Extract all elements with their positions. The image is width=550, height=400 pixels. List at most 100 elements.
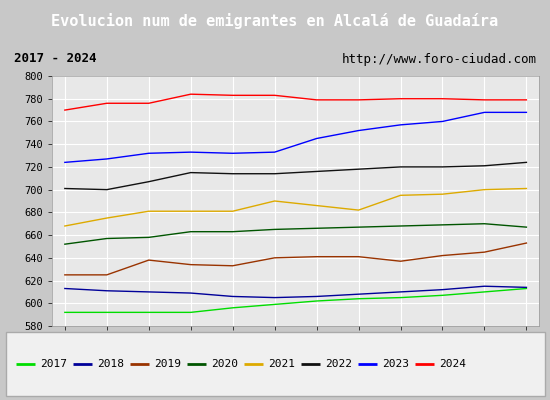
2019 <box>481 250 488 254</box>
2021 <box>229 209 236 214</box>
2022 <box>62 186 68 191</box>
Text: 2023: 2023 <box>382 359 409 369</box>
2017 <box>229 306 236 310</box>
2018 <box>523 285 530 290</box>
2021 <box>481 187 488 192</box>
2021 <box>145 209 152 214</box>
2024 <box>229 93 236 98</box>
2023 <box>397 122 404 127</box>
2017 <box>103 310 110 315</box>
2023 <box>314 136 320 141</box>
2020 <box>523 225 530 230</box>
2019 <box>523 241 530 246</box>
2017 <box>188 310 194 315</box>
2018 <box>62 286 68 291</box>
2022 <box>397 164 404 169</box>
Line: 2024: 2024 <box>65 94 526 110</box>
2021 <box>271 199 278 203</box>
Line: 2018: 2018 <box>65 286 526 298</box>
2020 <box>62 242 68 246</box>
2023 <box>103 156 110 161</box>
2019 <box>145 258 152 262</box>
2023 <box>145 151 152 156</box>
Line: 2021: 2021 <box>65 188 526 226</box>
2018 <box>103 288 110 293</box>
2017 <box>481 290 488 294</box>
2021 <box>439 192 446 196</box>
Text: 2019: 2019 <box>155 359 182 369</box>
2018 <box>397 290 404 294</box>
2024 <box>188 92 194 96</box>
2022 <box>145 179 152 184</box>
2022 <box>103 187 110 192</box>
2024 <box>62 108 68 112</box>
2022 <box>523 160 530 165</box>
Text: 2017 - 2024: 2017 - 2024 <box>14 52 96 66</box>
2018 <box>271 295 278 300</box>
2020 <box>314 226 320 231</box>
2019 <box>355 254 362 259</box>
2022 <box>355 167 362 172</box>
2019 <box>62 272 68 277</box>
2024 <box>481 98 488 102</box>
2017 <box>145 310 152 315</box>
2022 <box>271 171 278 176</box>
FancyBboxPatch shape <box>6 332 544 396</box>
2019 <box>188 262 194 267</box>
2020 <box>229 229 236 234</box>
2024 <box>523 98 530 102</box>
2023 <box>439 119 446 124</box>
2017 <box>314 298 320 303</box>
2020 <box>188 229 194 234</box>
2017 <box>397 295 404 300</box>
Line: 2022: 2022 <box>65 162 526 190</box>
2023 <box>355 128 362 133</box>
2020 <box>145 235 152 240</box>
2020 <box>271 227 278 232</box>
2018 <box>229 294 236 299</box>
2024 <box>439 96 446 101</box>
Text: 2021: 2021 <box>268 359 295 369</box>
2022 <box>439 164 446 169</box>
2023 <box>481 110 488 115</box>
2024 <box>145 101 152 106</box>
2022 <box>188 170 194 175</box>
2023 <box>523 110 530 115</box>
2021 <box>397 193 404 198</box>
2021 <box>314 203 320 208</box>
2020 <box>103 236 110 241</box>
Text: 2018: 2018 <box>97 359 124 369</box>
2024 <box>314 98 320 102</box>
2019 <box>397 259 404 264</box>
2020 <box>355 225 362 230</box>
2018 <box>439 287 446 292</box>
Line: 2023: 2023 <box>65 112 526 162</box>
2019 <box>314 254 320 259</box>
2021 <box>188 209 194 214</box>
2018 <box>145 290 152 294</box>
2023 <box>188 150 194 154</box>
2021 <box>62 224 68 228</box>
2024 <box>397 96 404 101</box>
2019 <box>229 263 236 268</box>
2019 <box>271 256 278 260</box>
2017 <box>271 302 278 307</box>
2017 <box>62 310 68 315</box>
2022 <box>229 171 236 176</box>
Text: 2017: 2017 <box>41 359 68 369</box>
2017 <box>355 296 362 301</box>
2018 <box>481 284 488 289</box>
2023 <box>271 150 278 154</box>
2018 <box>314 294 320 299</box>
2020 <box>439 222 446 227</box>
2020 <box>397 224 404 228</box>
Line: 2020: 2020 <box>65 224 526 244</box>
2021 <box>355 208 362 212</box>
2017 <box>523 286 530 291</box>
2017 <box>439 293 446 298</box>
2020 <box>481 221 488 226</box>
2018 <box>188 291 194 296</box>
2021 <box>523 186 530 191</box>
Line: 2019: 2019 <box>65 243 526 275</box>
Text: 2020: 2020 <box>212 359 239 369</box>
